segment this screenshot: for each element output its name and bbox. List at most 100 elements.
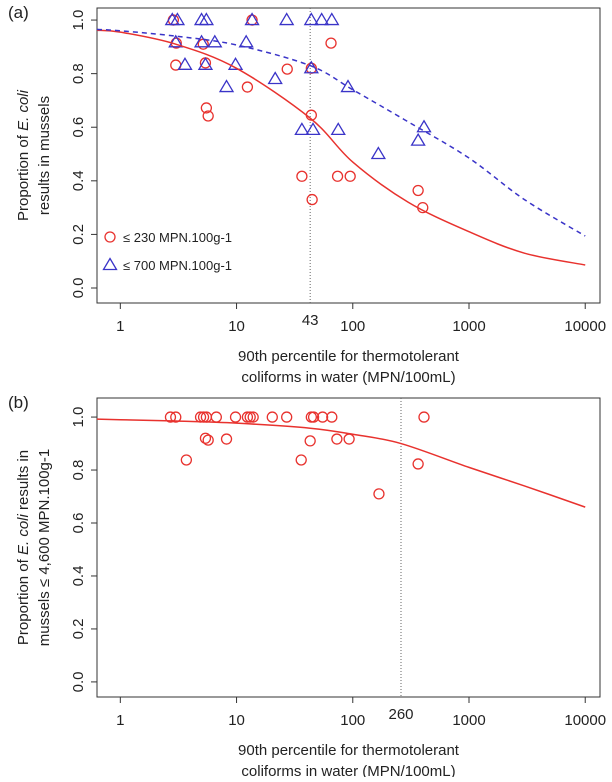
circle-point [326,411,338,423]
y-tick-label: 1.0 [70,10,87,31]
triangle-point [177,57,193,70]
y-tick-label: 0.6 [70,513,87,534]
x-tick-label: 10 [228,712,245,729]
circle-point [325,37,337,49]
circle-point [202,110,214,122]
circle-point [281,63,293,75]
y-axis-label-part: Proportion of [15,558,32,645]
x-tick-label: 1000 [452,712,485,729]
circle-point [316,411,329,423]
triangle-point [238,34,254,48]
x-tick-label: 1 [116,318,124,335]
circle-point [241,81,254,93]
y-tick-label: 0.4 [70,566,87,587]
circle-point [343,433,355,445]
circle-point [220,433,233,445]
circle-point [266,411,278,423]
circle-point [180,454,193,466]
triangle-point [330,122,346,136]
circle-point [104,231,116,243]
x-tick-label: 100 [340,712,365,729]
circle-point [241,411,254,423]
circle-point [412,184,424,197]
legend-label: ≤ 700 MPN.100g-1 [123,258,232,273]
triangle-point [314,12,330,26]
circle-point [244,411,256,423]
triangle-point [218,79,235,93]
triangle-point [324,12,340,26]
circle-point [164,411,177,423]
y-tick-label: 0.0 [70,278,87,299]
x-tick-label: 10000 [564,712,606,729]
y-axis-label: Proportion of E. coli [15,89,32,221]
plot-box [96,397,601,698]
circle-point [247,411,259,423]
plot-box [96,7,601,304]
y-tick-label: 0.8 [70,460,87,481]
y-tick-label: 0.2 [70,224,87,245]
y-tick-label: 0.2 [70,619,87,640]
y-axis-label-part: E. coli [15,513,32,555]
triangle-point [168,34,184,48]
circle-point [210,411,222,423]
x-tick-label: 1000 [452,318,485,335]
circle-point [344,170,356,182]
circle-point [170,411,182,423]
triangle-point [303,12,319,26]
y-axis-label-part: mussels ≤ 4,600 MPN.100g-1 [36,449,53,647]
triangle-point [410,132,426,146]
triangle-point [193,34,210,48]
circle-point [200,102,213,114]
triangle-point [227,57,244,70]
circle-point [331,433,343,445]
circle-point [331,170,344,182]
y-axis-label-part: results in mussels [36,96,53,215]
triangle-point [197,57,214,70]
circle-point [281,411,293,423]
triangle-point [303,60,319,74]
reference-label: 260 [388,706,413,723]
fit-curve [96,28,586,237]
circle-point [295,454,307,466]
triangle-point [305,122,321,136]
circle-point [307,411,320,423]
circle-point [202,434,214,446]
y-axis-label: Proportion of E. coli results in [15,450,32,645]
triangle-point [340,79,356,93]
y-tick-label: 1.0 [70,407,87,428]
panel-label: (b) [8,393,29,412]
circle-point [412,458,424,470]
x-tick-label: 1 [116,712,124,729]
circle-point [305,411,317,423]
circle-point [373,488,385,500]
y-axis-label: mussels ≤ 4,600 MPN.100g-1 [36,449,53,647]
circle-point [296,170,308,182]
y-axis-label-part: E. coli [15,89,32,131]
y-axis-label: results in mussels [36,96,53,215]
reference-label: 43 [302,312,319,329]
x-tick-label: 10000 [564,318,606,335]
triangle-point [370,146,386,160]
x-axis-label: coliforms in water (MPN/100mL) [241,369,455,386]
y-tick-label: 0.0 [70,671,87,692]
triangle-point [279,12,295,26]
y-axis-label-part: Proportion of [15,134,32,221]
triangle-point [244,12,260,26]
circle-point [229,411,242,423]
triangle-point [169,12,186,26]
x-axis-label: 90th percentile for thermotolerant [238,742,460,759]
circle-point [306,193,318,206]
triangle-point [267,71,283,85]
y-tick-label: 0.6 [70,117,87,138]
triangle-point [198,12,215,26]
y-axis-label-part: results in [15,450,32,510]
x-axis-label: 90th percentile for thermotolerant [238,348,460,365]
fit-curve [96,29,586,266]
panel-label: (a) [8,3,29,22]
fit-curve [96,418,586,508]
circle-point [199,432,212,444]
circle-point [418,411,430,423]
legend-label: ≤ 230 MPN.100g-1 [123,230,232,245]
